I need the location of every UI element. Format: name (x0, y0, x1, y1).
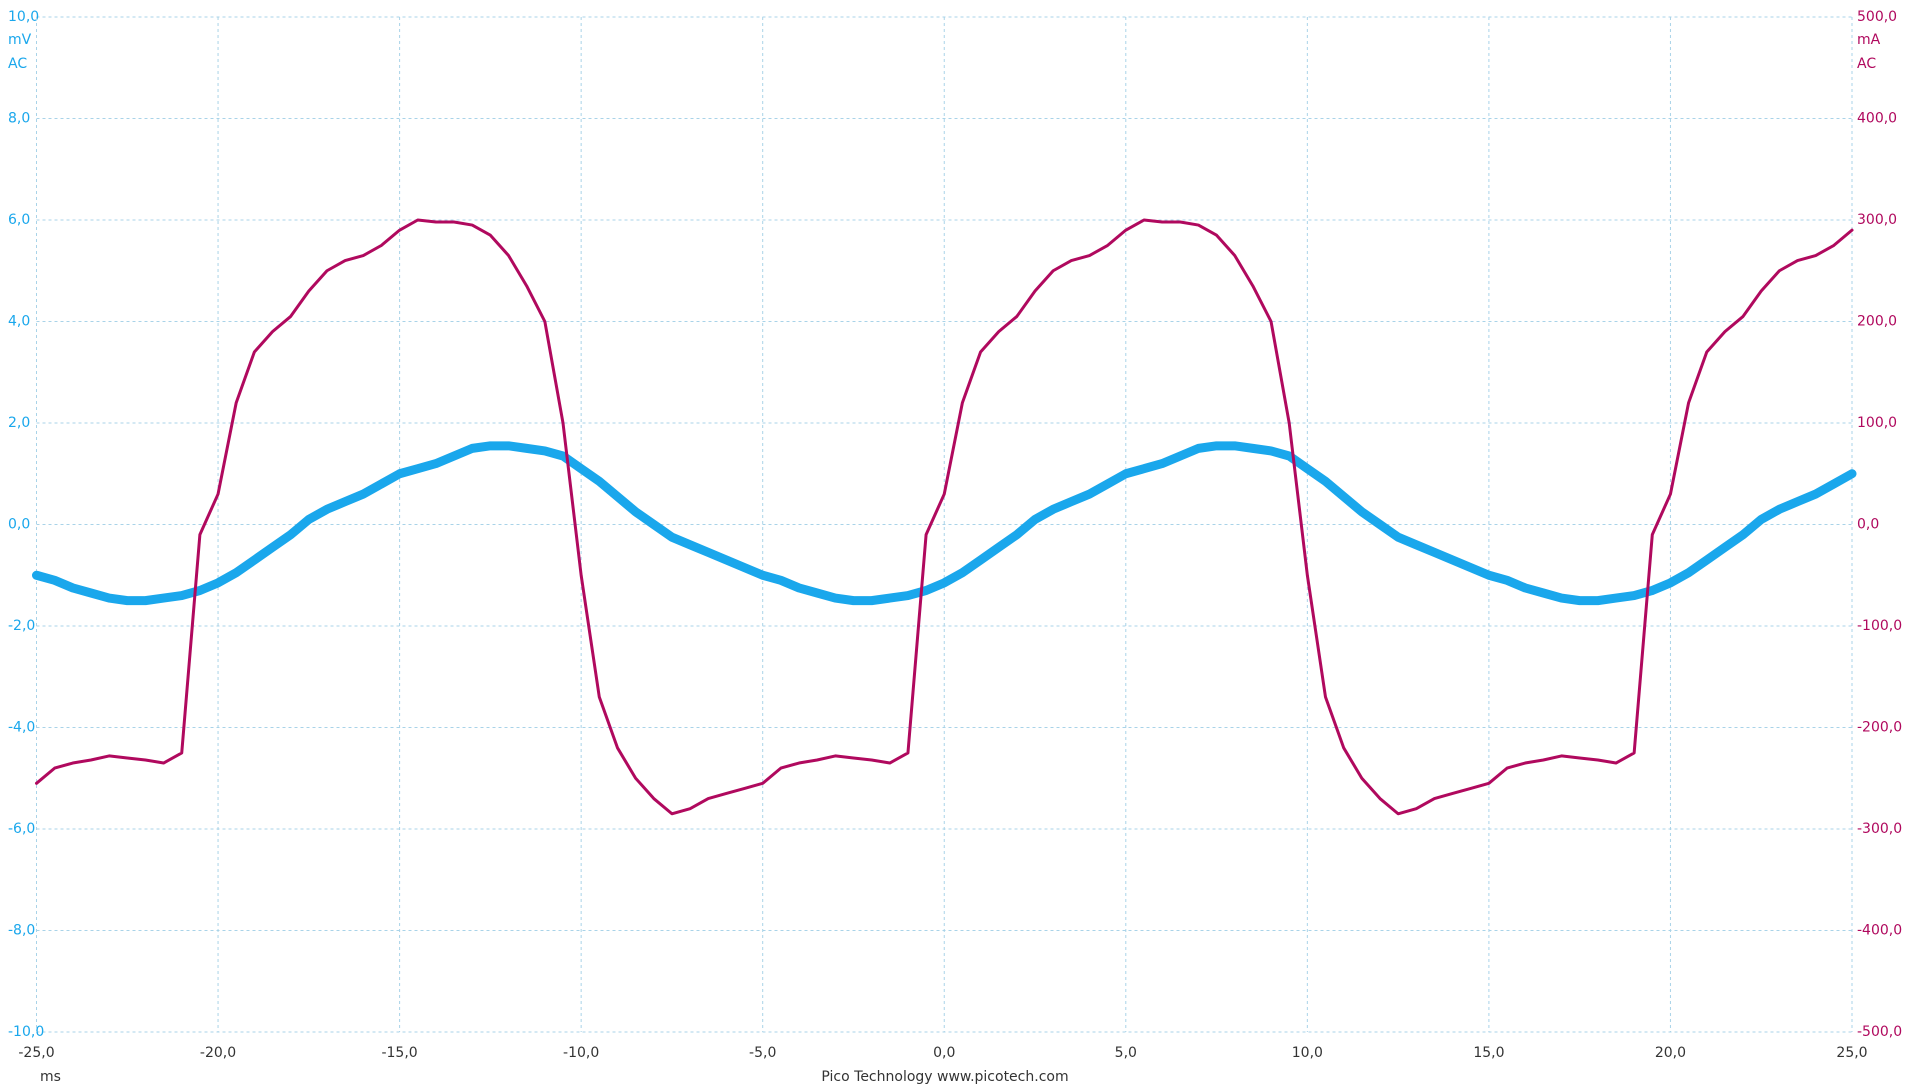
x-tick-label: -5,0 (749, 1045, 776, 1061)
x-tick-label: 20,0 (1655, 1045, 1686, 1061)
y2-tick-label: 400,0 (1857, 111, 1897, 127)
x-tick-label: -10,0 (563, 1045, 599, 1061)
y2-tick-label: 100,0 (1857, 415, 1897, 431)
y-tick-label: -6,0 (8, 821, 35, 837)
x-tick-label: -25,0 (18, 1045, 54, 1061)
y2-coupling: AC (1857, 56, 1876, 72)
y-tick-label: 6,0 (8, 212, 30, 228)
y2-tick-label: 500,0 (1857, 9, 1897, 25)
y2-tick-label: 300,0 (1857, 212, 1897, 228)
y-coupling: AC (8, 56, 27, 72)
x-tick-label: 0,0 (933, 1045, 955, 1061)
series-line (32, 441, 1857, 606)
x-unit: ms (40, 1069, 61, 1085)
y-tick-label: 10,0 (8, 9, 39, 25)
y-tick-label: -10,0 (8, 1024, 44, 1040)
y2-tick-label: -500,0 (1857, 1024, 1902, 1040)
y2-tick-label: 0,0 (1857, 517, 1879, 533)
x-tick-label: 25,0 (1836, 1045, 1867, 1061)
y-tick-label: -8,0 (8, 923, 35, 939)
y2-tick-label: -200,0 (1857, 720, 1902, 736)
y-tick-label: 0,0 (8, 517, 30, 533)
y-tick-label: -2,0 (8, 618, 35, 634)
y2-tick-label: -100,0 (1857, 618, 1902, 634)
x-tick-label: 10,0 (1292, 1045, 1323, 1061)
y2-tick-label: -400,0 (1857, 923, 1902, 939)
y-tick-label: -4,0 (8, 720, 35, 736)
y2-unit: mA (1857, 32, 1881, 48)
y-unit: mV (8, 32, 32, 48)
y2-tick-label: -300,0 (1857, 821, 1902, 837)
y-tick-label: 2,0 (8, 415, 30, 431)
series-line (35, 218, 1854, 816)
y-tick-label: 4,0 (8, 314, 30, 330)
x-tick-label: -15,0 (381, 1045, 417, 1061)
x-tick-label: 5,0 (1115, 1045, 1137, 1061)
x-tick-label: -20,0 (200, 1045, 236, 1061)
y-tick-label: 8,0 (8, 111, 30, 127)
x-tick-label: 15,0 (1473, 1045, 1504, 1061)
y2-tick-label: 200,0 (1857, 314, 1897, 330)
footer: Pico Technology www.picotech.com (821, 1069, 1068, 1085)
